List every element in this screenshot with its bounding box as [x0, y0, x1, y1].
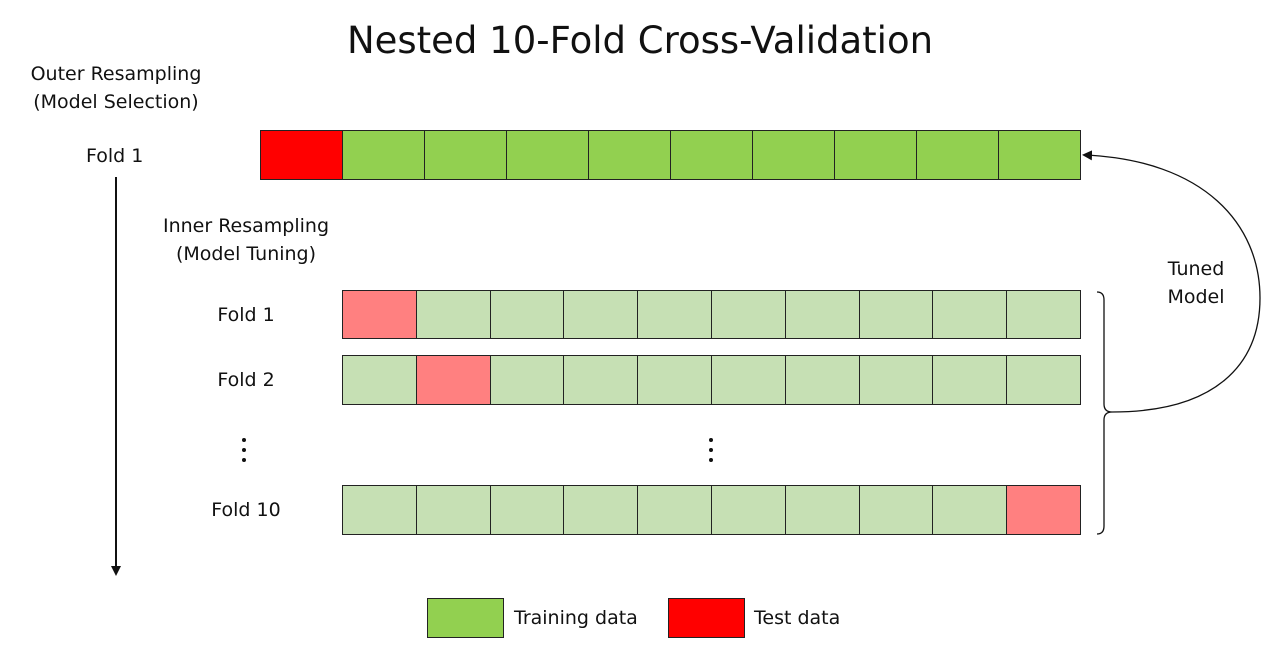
legend-test-label: Test data — [754, 607, 841, 629]
inner-training-cell — [638, 355, 712, 405]
outer-label-line2: (Model Selection) — [33, 91, 199, 113]
inner-training-cell — [933, 485, 1008, 535]
inner-training-cell — [859, 485, 934, 535]
outer-label-line1: Outer Resampling — [30, 63, 202, 85]
outer-training-cell — [753, 130, 835, 180]
inner-resampling-label: Inner Resampling (Model Tuning) — [148, 212, 344, 268]
inner-training-cell — [638, 290, 712, 339]
inner-test-cell — [416, 355, 491, 405]
outer-test-cell — [260, 130, 343, 180]
inner-fold-1-label: Fold 1 — [217, 304, 275, 326]
center-vertical-ellipsis — [706, 438, 716, 462]
legend-training-swatch — [427, 598, 504, 638]
outer-training-cell — [671, 130, 753, 180]
outer-training-cell — [343, 130, 425, 180]
inner-training-cell — [933, 290, 1008, 339]
inner-test-cell — [1007, 485, 1081, 535]
tuned-model-label: Tuned Model — [1150, 255, 1242, 311]
inner-training-cell — [342, 355, 417, 405]
left-vertical-ellipsis — [239, 438, 249, 462]
inner-training-cell — [416, 290, 491, 339]
inner-fold-2-bar — [342, 355, 1081, 405]
inner-training-cell — [785, 485, 860, 535]
outer-fold-bar — [260, 130, 1081, 180]
outer-training-cell — [999, 130, 1081, 180]
inner-fold-1-bar — [342, 290, 1081, 339]
inner-fold-10-label: Fold 10 — [211, 499, 281, 521]
legend-training-label: Training data — [514, 607, 638, 629]
inner-label-line1: Inner Resampling — [162, 215, 330, 237]
inner-training-cell — [638, 485, 712, 535]
inner-training-cell — [564, 355, 639, 405]
inner-training-cell — [711, 355, 786, 405]
inner-training-cell — [1007, 290, 1081, 339]
outer-training-cell — [589, 130, 671, 180]
legend-test-swatch — [668, 598, 745, 638]
outer-fold-label: Fold 1 — [86, 145, 144, 167]
inner-training-cell — [711, 290, 786, 339]
inner-training-cell — [1007, 355, 1081, 405]
outer-training-cell — [507, 130, 589, 180]
tuned-model-line1: Tuned — [1167, 258, 1225, 280]
inner-training-cell — [859, 355, 934, 405]
inner-test-cell — [342, 290, 417, 339]
inner-training-cell — [416, 485, 491, 535]
outer-training-cell — [917, 130, 999, 180]
outer-training-cell — [425, 130, 507, 180]
outer-training-cell — [835, 130, 917, 180]
inner-fold-10-bar — [342, 485, 1081, 535]
inner-training-cell — [711, 485, 786, 535]
inner-training-cell — [785, 290, 860, 339]
inner-label-line2: (Model Tuning) — [175, 243, 317, 265]
diagram-title: Nested 10-Fold Cross-Validation — [346, 19, 934, 62]
inner-training-cell — [785, 355, 860, 405]
outer-resampling-label: Outer Resampling (Model Selection) — [18, 60, 214, 116]
inner-training-cell — [859, 290, 934, 339]
inner-fold-2-label: Fold 2 — [217, 369, 275, 391]
inner-training-cell — [490, 355, 565, 405]
inner-training-cell — [933, 355, 1008, 405]
tuned-model-line2: Model — [1167, 286, 1225, 308]
inner-training-cell — [564, 485, 639, 535]
inner-training-cell — [342, 485, 417, 535]
tuned-model-arrow — [1082, 150, 1261, 413]
inner-training-cell — [490, 290, 565, 339]
inner-training-cell — [564, 290, 639, 339]
inner-training-cell — [490, 485, 565, 535]
inner-folds-bracket — [1096, 291, 1113, 535]
